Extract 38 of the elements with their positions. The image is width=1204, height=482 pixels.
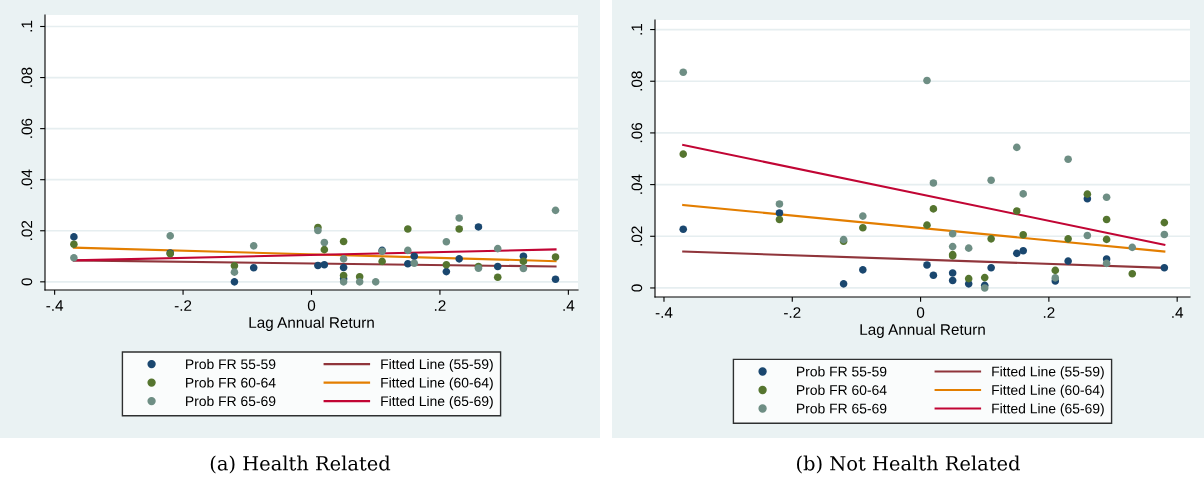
x-axis-title: Lag Annual Return [860,323,985,338]
legend-label: Fitted Line (55-59) [992,366,1104,380]
legend-label: Prob FR 55-59 [797,366,887,377]
y-tick-label: .04 [21,169,33,189]
legend-label: Prob FR 60-64 [797,384,887,395]
x-tick-label: 0 [916,307,925,318]
x-tick-label: -.4 [46,300,64,311]
x-tick-label: .2 [1043,307,1055,318]
y-tick-label: .1 [631,23,643,35]
y-tick-label: .1 [21,20,33,32]
x-tick-label: -.2 [784,307,801,318]
text: (b) Not Health Related [797,455,1020,474]
y-tick-label: .02 [21,220,33,240]
x-axis-title: Lag Annual Return [249,316,374,331]
y-tick-label: .06 [21,118,33,138]
x-tick-label: .2 [434,300,446,311]
legend-label: Prob FR 60-64 [186,377,276,388]
x-tick-label: -.2 [174,300,192,311]
y-tick-label: .08 [631,71,643,91]
legend-label: Prob FR 55-59 [186,358,276,370]
y-tick-label: .08 [21,67,33,87]
x-tick-label: .4 [563,300,575,311]
text: (a) Health Related [210,455,391,474]
legend-label: Fitted Line (65-69) [992,403,1104,417]
x-tick-label: .4 [1172,307,1184,318]
legend-label: Fitted Line (65-69) [381,395,493,409]
x-tick-label: -.4 [655,307,673,318]
legend-label: Fitted Line (60-64) [992,384,1104,398]
legend-label: Fitted Line (60-64) [381,377,493,391]
y-tick-label: 0 [21,278,33,286]
y-tick-label: .04 [631,174,643,194]
y-tick-label: 0 [631,284,643,292]
legend-label: Prob FR 65-69 [797,403,887,414]
y-tick-label: .06 [631,122,643,143]
y-tick-label: .02 [631,226,643,246]
x-tick-label: 0 [307,300,316,311]
legend-label: Fitted Line (55-59) [381,358,493,372]
legend-label: Prob FR 65-69 [186,395,276,407]
